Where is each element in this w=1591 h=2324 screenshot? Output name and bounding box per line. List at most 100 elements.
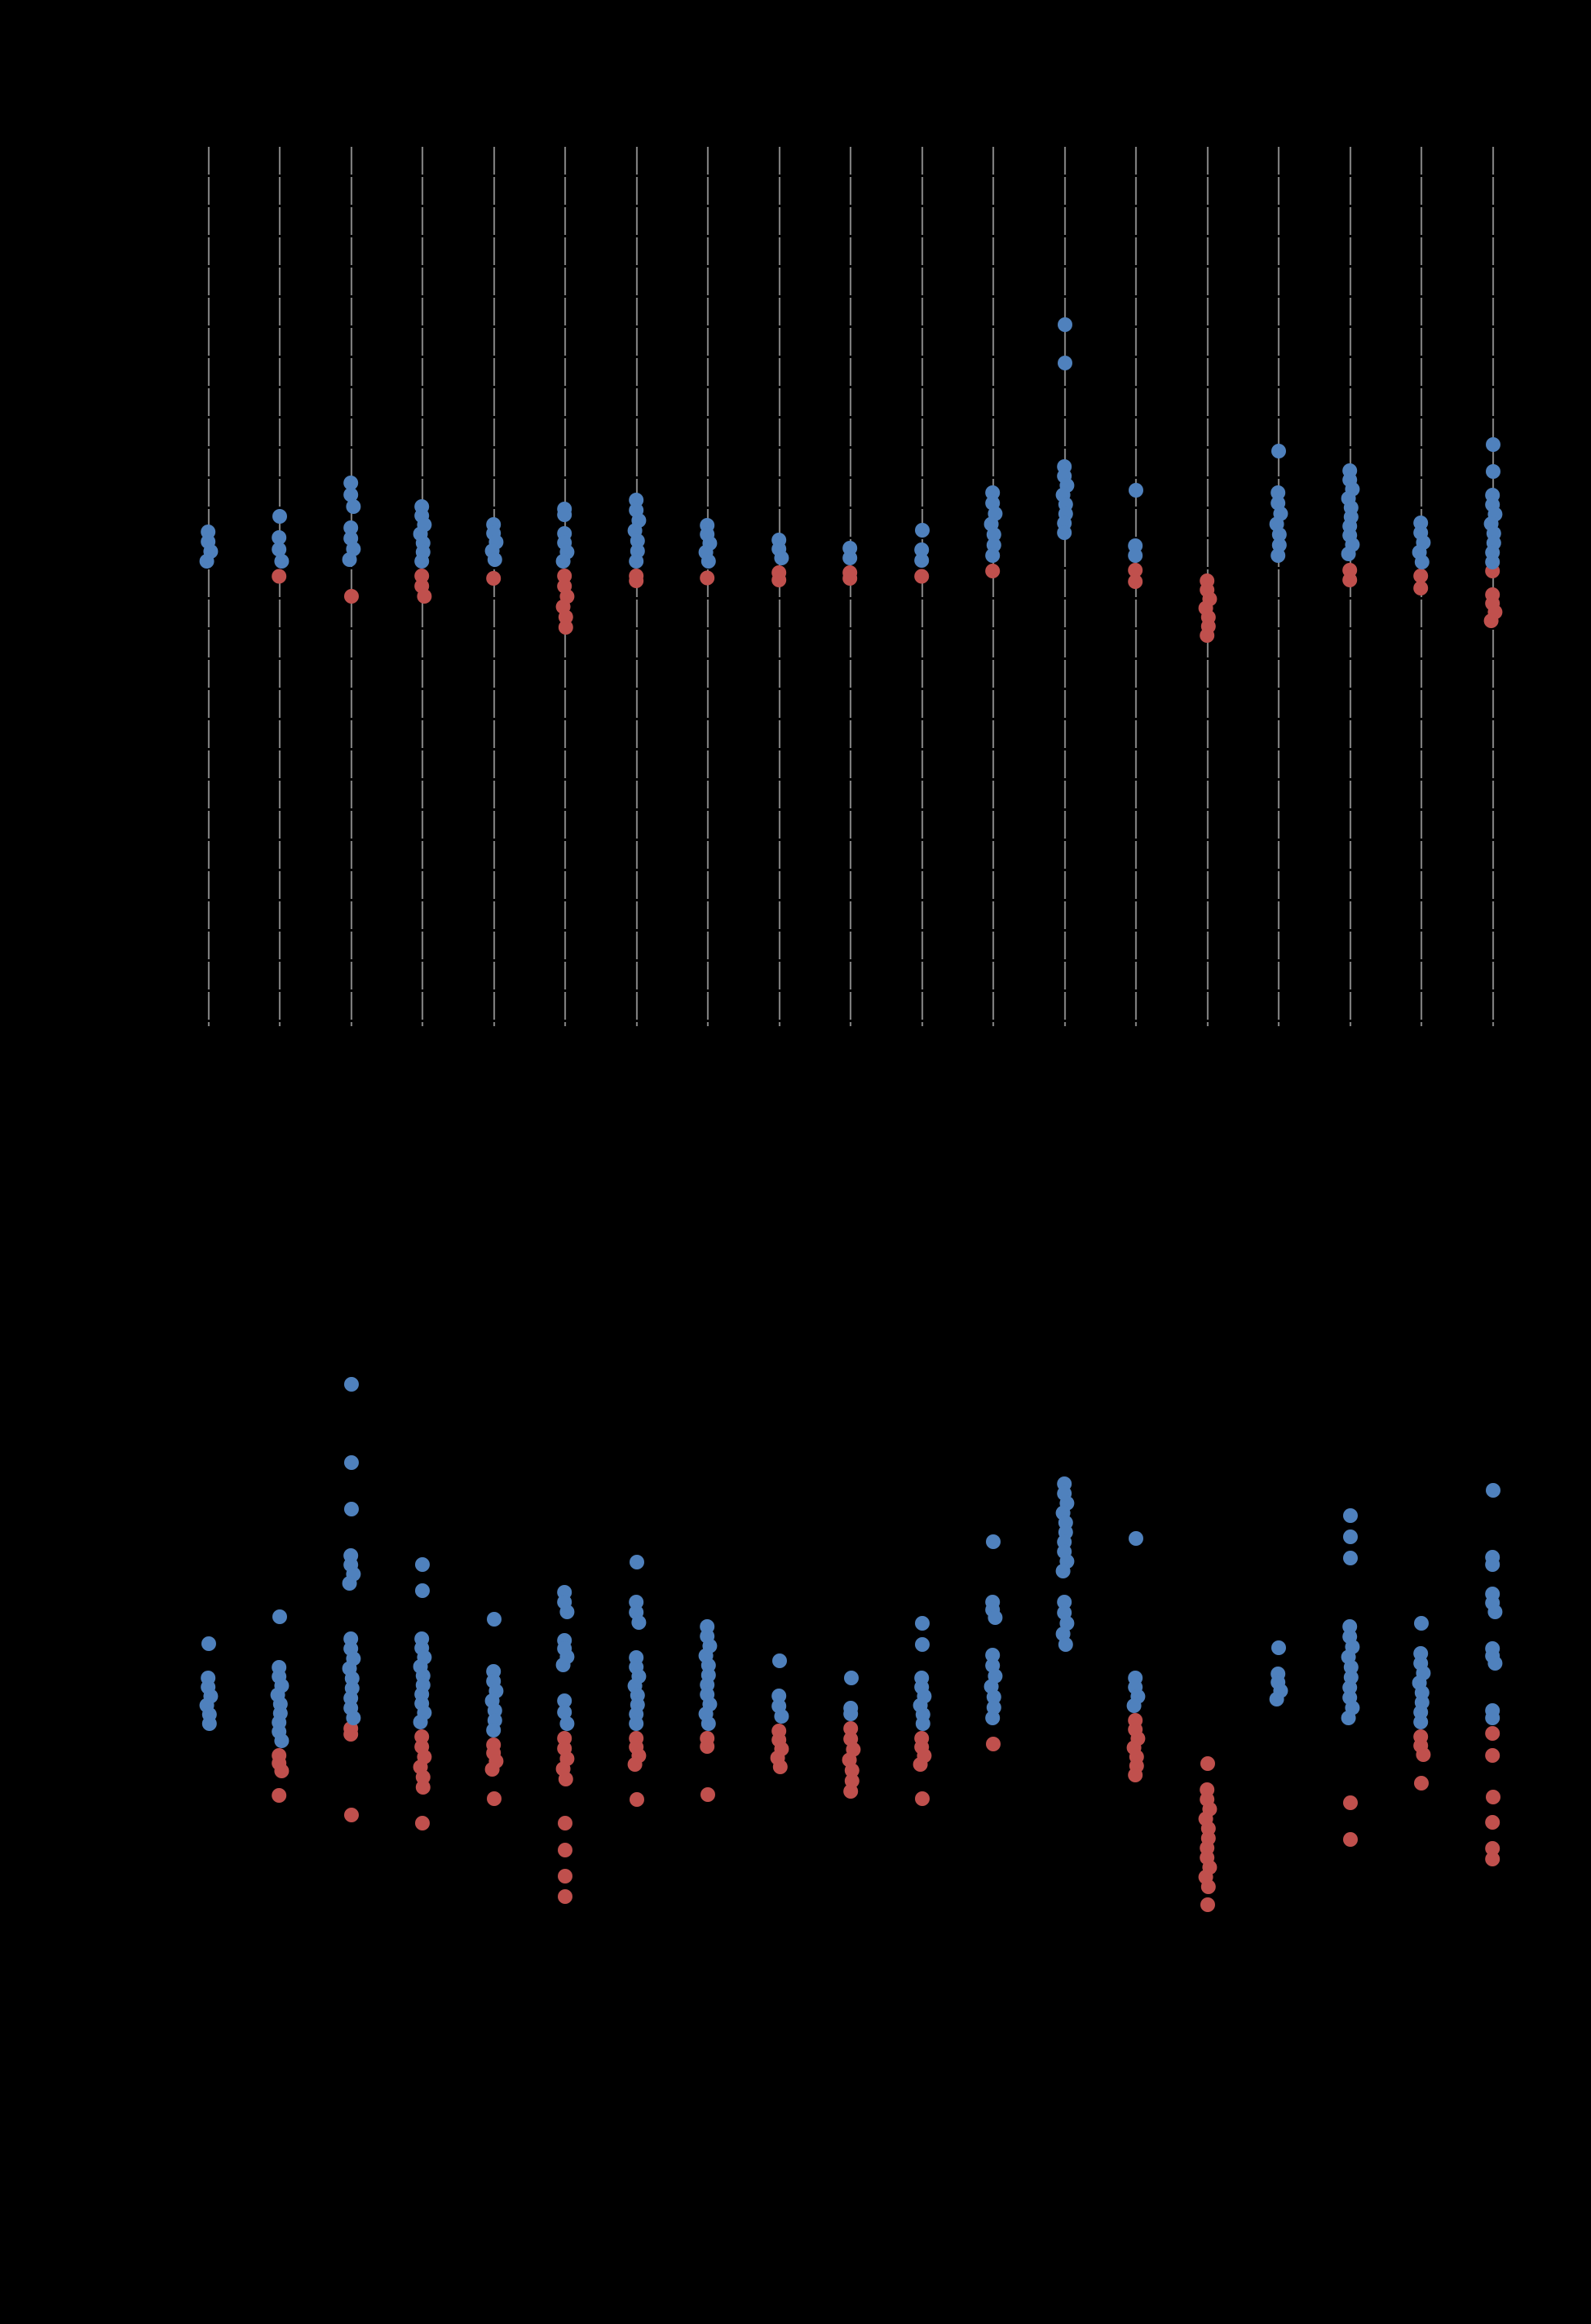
data-point — [484, 1762, 500, 1777]
cluster-top-5-blue — [555, 502, 575, 569]
data-point — [1055, 1564, 1071, 1578]
cluster-bottom-11-red — [986, 1737, 1001, 1751]
data-point — [558, 609, 573, 625]
data-point — [1200, 628, 1215, 643]
outlier-point — [558, 1889, 572, 1904]
data-point — [559, 1605, 575, 1619]
data-point — [700, 570, 715, 586]
data-point — [557, 1731, 572, 1746]
data-point — [842, 571, 858, 586]
data-point — [272, 530, 287, 545]
cluster-bottom-6-blue — [627, 1555, 647, 1731]
data-point — [1128, 574, 1143, 589]
data-point — [1413, 581, 1429, 595]
data-point — [913, 1757, 928, 1772]
data-point — [1343, 1659, 1359, 1675]
cluster-bottom-7-red — [700, 1731, 715, 1802]
data-point — [1271, 485, 1286, 500]
data-point — [342, 1576, 357, 1591]
data-point — [772, 1760, 788, 1774]
outlier-point — [344, 1502, 359, 1516]
cluster-bottom-10-blue — [913, 1616, 932, 1731]
outlier-point — [272, 509, 287, 524]
cluster-bottom-8-blue — [771, 1653, 789, 1724]
outlier-point — [1200, 1756, 1215, 1771]
data-point — [343, 1727, 359, 1742]
data-point — [555, 554, 571, 569]
cluster-bottom-15-blue — [1269, 1640, 1288, 1706]
data-point — [1271, 527, 1287, 542]
cluster-top-2-red — [344, 589, 359, 604]
data-point — [415, 1780, 431, 1795]
cluster-top-3-blue — [413, 499, 432, 569]
data-point — [1269, 1692, 1284, 1706]
cluster-bottom-2-red — [343, 1721, 359, 1822]
outlier-point — [986, 1737, 1001, 1751]
outlier-point — [630, 1792, 644, 1807]
cluster-bottom-4-blue — [484, 1612, 504, 1737]
data-point — [629, 573, 644, 588]
outlier-point — [986, 1534, 1001, 1549]
cluster-top-13-blue — [1128, 483, 1143, 563]
outlier-point — [201, 1636, 216, 1651]
data-point — [986, 1689, 1001, 1705]
data-point — [771, 573, 787, 587]
cluster-top-11-red — [985, 564, 1001, 578]
outlier-point — [344, 1808, 359, 1822]
data-point — [557, 1693, 572, 1708]
outlier-point — [344, 1455, 359, 1470]
cluster-top-14-red — [1198, 573, 1218, 643]
data-point — [629, 493, 644, 507]
cluster-bottom-3-blue — [413, 1557, 432, 1729]
data-point — [414, 554, 430, 569]
data-point — [342, 552, 357, 567]
data-point — [842, 551, 858, 565]
cluster-top-9-blue — [842, 541, 858, 565]
cluster-bottom-17-red — [1413, 1729, 1431, 1791]
data-point — [629, 554, 644, 569]
outlier-point — [415, 1816, 430, 1830]
outlier-point — [487, 1791, 502, 1806]
data-point — [486, 571, 502, 586]
cluster-top-10-red — [914, 569, 930, 584]
panel-top — [199, 147, 1503, 1026]
data-point — [558, 1772, 573, 1786]
data-point — [914, 569, 930, 584]
data-point — [272, 1788, 287, 1803]
outlier-point — [1200, 1897, 1215, 1912]
data-point — [985, 485, 1001, 500]
cluster-top-16-red — [1342, 563, 1358, 587]
data-point — [985, 1648, 1001, 1662]
data-point — [343, 520, 359, 535]
data-point — [1483, 613, 1499, 628]
cluster-top-9-red — [842, 565, 858, 586]
cluster-top-15-blue — [1269, 444, 1288, 563]
data-point — [700, 1716, 716, 1731]
data-point — [1128, 548, 1143, 563]
outlier-point — [1486, 1483, 1500, 1498]
data-point — [700, 1739, 715, 1754]
cluster-bottom-7-blue — [698, 1619, 718, 1731]
outlier-point — [1343, 1508, 1358, 1523]
outlier-point — [558, 1843, 572, 1857]
cluster-bottom-18-red — [1485, 1726, 1500, 1866]
cluster-bottom-16-red — [1343, 1795, 1358, 1847]
data-point — [1128, 563, 1143, 578]
cluster-bottom-9-blue — [843, 1671, 859, 1721]
data-point — [1342, 1619, 1358, 1634]
data-point — [1057, 1595, 1072, 1609]
data-point — [843, 1706, 859, 1721]
cluster-bottom-18-blue — [1485, 1483, 1503, 1725]
bottom-blue-series — [199, 1377, 1503, 1748]
cluster-top-8-red — [771, 565, 787, 587]
data-point — [985, 548, 1001, 563]
cluster-bottom-9-red — [842, 1721, 861, 1799]
data-point — [201, 1716, 217, 1731]
data-point — [1485, 1711, 1500, 1725]
outlier-point — [558, 1869, 572, 1884]
outlier-point — [558, 1816, 572, 1830]
cluster-top-6-blue — [627, 493, 647, 569]
cluster-bottom-17-blue — [1412, 1616, 1431, 1729]
cluster-bottom-0-blue — [199, 1636, 219, 1731]
panel-bottom — [199, 1377, 1503, 1912]
